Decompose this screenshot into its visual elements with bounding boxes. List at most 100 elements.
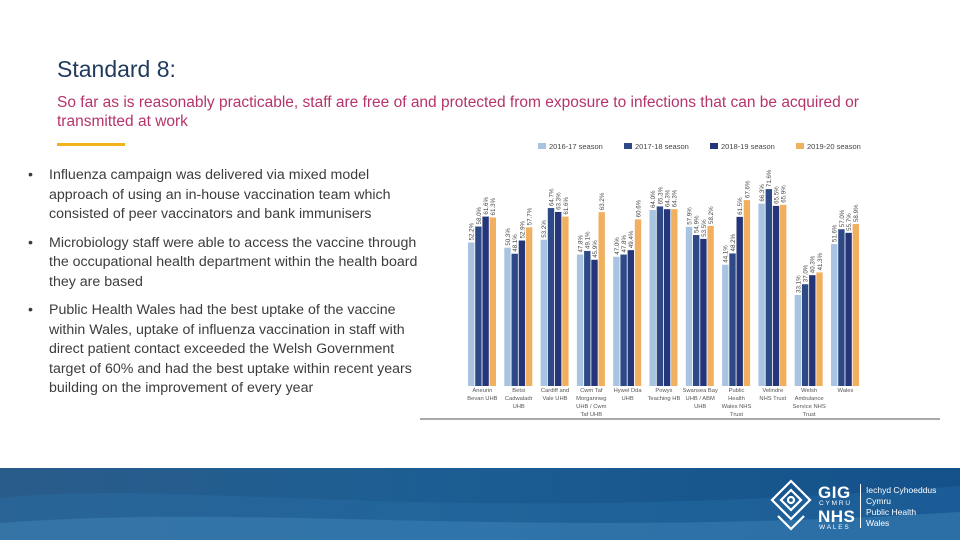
bar bbox=[562, 216, 569, 386]
legend-swatch bbox=[796, 143, 804, 149]
bullet-icon: • bbox=[28, 302, 33, 318]
category-label: Teaching HB bbox=[647, 396, 680, 402]
data-label: 61.5% bbox=[737, 197, 744, 215]
logo-org-line: Cymru bbox=[866, 496, 892, 506]
data-label: 64.7% bbox=[548, 188, 555, 206]
data-label: 65.9% bbox=[781, 185, 788, 203]
data-label: 71.6% bbox=[766, 169, 773, 187]
bar bbox=[801, 284, 809, 386]
bar bbox=[584, 250, 591, 386]
bar bbox=[489, 217, 496, 386]
data-label: 55.7% bbox=[846, 213, 853, 231]
bar bbox=[627, 250, 634, 386]
bullet-item: • Influenza campaign was delivered via mi… bbox=[28, 166, 428, 225]
category-label: Health bbox=[728, 396, 745, 402]
bar bbox=[475, 226, 482, 386]
data-label: 63.3% bbox=[556, 192, 563, 210]
bar bbox=[845, 232, 852, 386]
data-label: 51.6% bbox=[832, 224, 839, 242]
data-label: 33.1% bbox=[795, 275, 802, 293]
data-label: 37.0% bbox=[803, 264, 810, 282]
data-label: 47.8% bbox=[621, 235, 628, 253]
bar bbox=[831, 244, 838, 386]
category-label: Wales NHS bbox=[722, 404, 752, 410]
bar bbox=[765, 189, 772, 386]
footer-wave-decoration bbox=[0, 486, 960, 540]
category-label: UHB bbox=[694, 404, 706, 410]
data-label: 58.9% bbox=[853, 204, 860, 222]
bar bbox=[809, 275, 816, 386]
category-label: Public bbox=[729, 388, 745, 394]
data-label: 47.0% bbox=[614, 237, 621, 255]
bar bbox=[555, 211, 562, 386]
data-label: 64.0% bbox=[650, 190, 657, 208]
data-label: 60.6% bbox=[635, 199, 642, 217]
bar bbox=[743, 200, 751, 386]
category-label: Velindre bbox=[762, 388, 783, 394]
data-label: 53.5% bbox=[701, 219, 708, 237]
category-label: UHB bbox=[513, 404, 525, 410]
nhs-wales-knot-icon bbox=[770, 479, 812, 531]
bar bbox=[693, 235, 700, 386]
bar bbox=[656, 206, 664, 386]
bullet-item: • Microbiology staff were able to access … bbox=[28, 234, 428, 293]
legend-label: 2016-17 season bbox=[549, 142, 603, 151]
data-label: 52.2% bbox=[469, 222, 476, 240]
data-label: 57.9% bbox=[686, 207, 693, 225]
category-label: Trust bbox=[730, 412, 743, 418]
data-label: 63.2% bbox=[599, 192, 606, 210]
logo-org-line: Iechyd Cyhoeddus bbox=[866, 485, 937, 495]
legend-swatch bbox=[710, 143, 718, 149]
category-label: Cwm Taf bbox=[580, 388, 603, 394]
logo-org-line: Public Health bbox=[866, 507, 917, 517]
slide-title: Standard 8: bbox=[57, 56, 176, 82]
category-label: Taf UHB bbox=[581, 412, 603, 418]
category-label: Bevan UHB bbox=[467, 396, 497, 402]
bar bbox=[649, 210, 656, 386]
data-label: 64.3% bbox=[665, 189, 672, 207]
bar bbox=[525, 227, 533, 386]
data-label: 64.3% bbox=[672, 189, 679, 207]
bar bbox=[576, 254, 584, 386]
slide-subtitle: So far as is reasonably practicable, sta… bbox=[57, 94, 859, 130]
bar bbox=[736, 216, 743, 386]
bar bbox=[482, 216, 489, 386]
category-label: Ambulance bbox=[795, 396, 824, 402]
bar bbox=[540, 239, 547, 386]
bar bbox=[671, 209, 678, 386]
bar bbox=[685, 226, 693, 386]
data-label: 48.1% bbox=[512, 234, 519, 252]
category-label: Cardiff and bbox=[541, 388, 569, 394]
category-label: Hywel Dda bbox=[614, 388, 643, 394]
data-label: 44.1% bbox=[723, 245, 730, 263]
bar bbox=[729, 253, 736, 386]
category-label: NHS Trust bbox=[759, 396, 786, 402]
bullet-icon: • bbox=[28, 167, 33, 183]
bar bbox=[663, 209, 671, 386]
bar bbox=[852, 224, 859, 386]
bullet-item: • Public Health Wales had the best uptake… bbox=[28, 301, 428, 399]
bar bbox=[794, 294, 802, 386]
bar bbox=[620, 254, 627, 386]
bar bbox=[707, 225, 714, 386]
data-label: 57.7% bbox=[527, 207, 534, 225]
bar bbox=[511, 253, 518, 386]
bullet-text: Public Health Wales had the best uptake … bbox=[49, 302, 412, 396]
bar bbox=[598, 212, 605, 386]
category-label: UHB / Cwm bbox=[576, 404, 606, 410]
bar bbox=[838, 229, 845, 386]
category-label: Trust bbox=[803, 412, 816, 418]
data-label: 67.6% bbox=[744, 180, 751, 198]
data-label: 49.1% bbox=[585, 231, 592, 249]
bar bbox=[780, 204, 787, 386]
logo-divider bbox=[860, 484, 861, 528]
data-label: 52.9% bbox=[519, 220, 526, 238]
data-label: 54.9% bbox=[694, 215, 701, 233]
bar bbox=[547, 208, 555, 386]
logo-gig: GIG bbox=[818, 483, 851, 502]
category-label: Swansea Bay bbox=[682, 388, 718, 394]
data-label: 45.9% bbox=[592, 240, 599, 258]
bar bbox=[468, 242, 475, 386]
data-label: 40.3% bbox=[810, 255, 817, 273]
nhs-wales-logo: GIG CYMRU NHS WALES Iechyd Cyhoeddus Cym… bbox=[766, 478, 956, 534]
